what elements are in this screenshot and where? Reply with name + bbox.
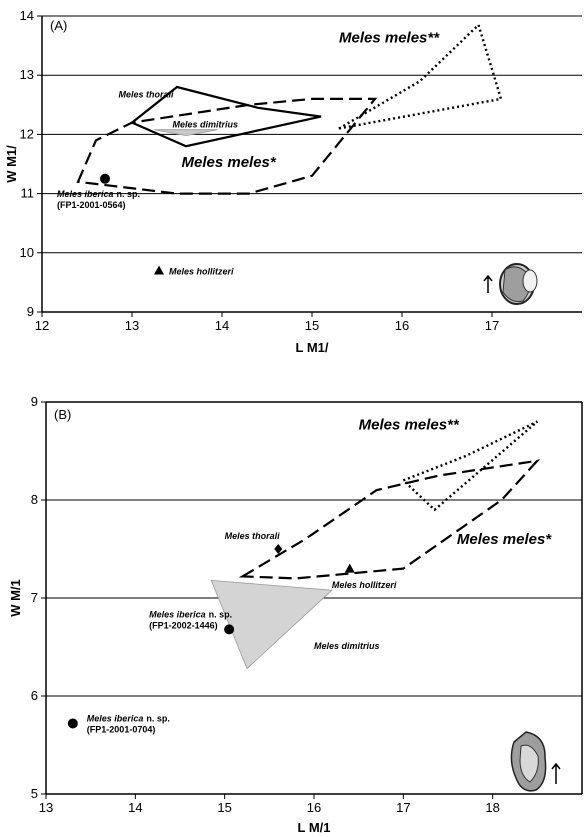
a-x-tick-label: 14 (215, 318, 229, 333)
b-label-species: Meles iberica (87, 713, 144, 723)
b-x-axis-title: L M/1 (298, 820, 331, 835)
a-x-tick-label: 12 (35, 318, 49, 333)
a-y-tick-label: 11 (21, 186, 35, 201)
panel-a: 12 13 14 15 16 17 9 10 11 12 13 14 L M1/W M1/ (A) Mele… (4, 8, 582, 355)
a-point-meles-hollitzeri (154, 265, 164, 275)
a-label-suffix: n. sp. (117, 189, 141, 199)
b-label-suffix: n. sp. (146, 713, 170, 723)
b-annotation-meles-hollitzeri: Meles hollitzeri (332, 580, 397, 590)
a-label-species: Meles hollitzeri (169, 267, 234, 277)
a-region-meles-thorali (129, 85, 322, 148)
panel-b: 13 14 15 16 17 18 5 6 7 8 9 L M/1 W M/1 (B) Meles iber… (8, 394, 583, 835)
a-label-meles-iberica-fp1-2001-0564: Meles iberica n. sp. (57, 189, 140, 199)
b-tooth-illustration (510, 731, 561, 792)
b-label-suffix: n. sp. (209, 609, 233, 619)
a-y-tick-label: 12 (20, 126, 34, 141)
b-y-tick-label: 8 (31, 492, 38, 507)
a-x-tick-label: 13 (125, 318, 139, 333)
a-region-meles-dimitrius (154, 129, 218, 137)
b-y-axis-title: W M/1 (8, 579, 23, 617)
b-point-meles-hollitzeri (344, 563, 355, 573)
b-label-specimen: (FP1-2001-0704) (87, 724, 156, 734)
b-point-meles-thorali (274, 544, 283, 554)
b-label-meles-iberica-fp1-2002-1446: Meles iberica n. sp. (149, 609, 232, 619)
a-annotation-meles-dimitrius: Meles dimitrius (173, 119, 239, 129)
a-y-tick-label: 10 (20, 245, 34, 260)
a-x-tick-label: 15 (305, 318, 319, 333)
b-orientation-arrow (551, 762, 561, 784)
a-tooth-illustration (483, 263, 538, 305)
b-y-tick-label: 7 (31, 590, 38, 605)
b-region-meles-meles-2 (401, 420, 539, 512)
a-y-tick-label: 9 (27, 304, 34, 319)
b-x-tick-label: 13 (39, 800, 53, 815)
a-point-meles-iberica-fp1-2001-0564 (100, 173, 110, 184)
a-annotation-meles-thorali: Meles thorali (119, 90, 175, 100)
b-x-tick-label: 15 (217, 800, 231, 815)
a-label-specimen: (FP1-2001-0564) (57, 200, 126, 210)
b-x-tick-label: 14 (128, 800, 142, 815)
b-x-tick-label: 16 (307, 800, 321, 815)
b-panel-label: (B) (54, 407, 71, 422)
b-y-tick-label: 5 (31, 786, 38, 801)
a-panel-label: (A) (50, 18, 67, 33)
b-annotation-meles-meles: Meles meles** (359, 416, 460, 433)
a-annotation-meles-meles: Meles meles* (182, 154, 277, 171)
b-label-specimen: (FP1-2002-1446) (149, 620, 218, 630)
a-y-tick-label: 13 (20, 67, 34, 82)
b-annotation-meles-meles: Meles meles* (457, 531, 552, 548)
b-annotation-meles-dimitrius: Meles dimitrius (314, 641, 380, 651)
a-region-meles-meles (76, 97, 378, 195)
a-label-meles-hollitzeri: Meles hollitzeri (169, 267, 234, 277)
b-x-tick-label: 18 (485, 800, 499, 815)
a-x-tick-label: 16 (395, 318, 409, 333)
a-x-tick-label: 17 (485, 318, 499, 333)
a-orientation-arrow (483, 274, 493, 293)
b-point-meles-iberica-fp1-2001-0704 (67, 718, 78, 729)
b-annotation-meles-thorali: Meles thorali (225, 531, 281, 541)
b-region-meles-meles (238, 459, 541, 580)
b-label-species: Meles iberica (149, 609, 206, 619)
b-x-tick-label: 17 (396, 800, 410, 815)
a-annotation-meles-meles: Meles meles** (339, 30, 440, 47)
a-x-axis-title: L M1/ (296, 340, 329, 355)
b-y-tick-label: 9 (31, 394, 38, 409)
a-label-species: Meles iberica (57, 189, 114, 199)
a-y-axis-title: W M1/ (4, 145, 19, 183)
b-point-meles-iberica-fp1-2002-1446 (224, 624, 235, 635)
b-y-tick-label: 6 (31, 688, 38, 703)
a-y-tick-label: 14 (20, 8, 34, 23)
b-label-meles-iberica-fp1-2001-0704: Meles iberica n. sp. (87, 713, 170, 723)
